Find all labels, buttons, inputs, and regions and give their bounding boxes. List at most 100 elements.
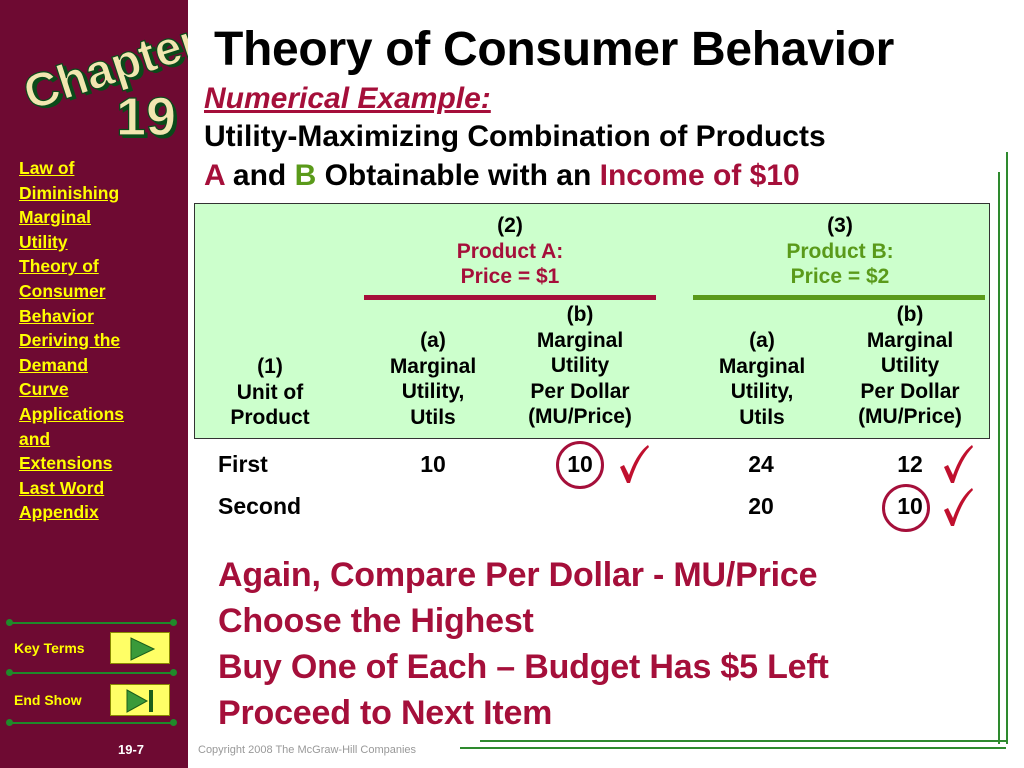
toc-link[interactable]: Extensions	[19, 453, 113, 474]
toc-link[interactable]: Demand	[19, 354, 89, 375]
toc-link[interactable]: Applications	[19, 403, 125, 424]
unit-column-header: (1) Unit of Product	[200, 354, 340, 431]
slide-title: Theory of Consumer Behavior	[214, 23, 895, 76]
explanation-notes: Again, Compare Per Dollar - MU/Price Cho…	[218, 552, 829, 736]
page-number: 19-7	[118, 742, 145, 757]
column-number: (b)	[566, 303, 594, 326]
column-label: Utils	[739, 405, 785, 429]
unit-column-number: (1)	[257, 355, 283, 378]
toc-link[interactable]: Behavior	[19, 305, 94, 326]
column-label: Utility,	[401, 380, 465, 403]
highlight-circle	[882, 484, 930, 532]
column-label: Utility,	[730, 380, 794, 403]
table-cell: 24	[748, 451, 774, 477]
play-icon	[130, 637, 156, 661]
slide-subtitle: Numerical Example:	[204, 82, 491, 115]
divider-dot	[6, 719, 13, 726]
column-label: Utility	[550, 354, 610, 377]
column-label: Per Dollar	[530, 379, 630, 403]
toc-link[interactable]: Deriving the	[19, 330, 121, 351]
chapter-19-logo: Chapter Chapter 19 19	[17, 14, 188, 150]
table-of-contents: Law of Diminishing Marginal Utility Theo…	[19, 156, 184, 525]
product-b-header: (3) Product B: Price = $2	[740, 213, 940, 290]
decorative-line	[480, 740, 1008, 742]
product-a-column-number: (2)	[497, 214, 523, 237]
product-b-mu-header: (a) Marginal Utility, Utils	[697, 328, 827, 430]
column-label: Marginal	[866, 328, 954, 352]
divider-dot	[6, 669, 13, 676]
decorative-line	[1006, 152, 1008, 744]
divider-dot	[170, 719, 177, 726]
toc-link[interactable]: Last Word	[19, 477, 105, 498]
chapter-logo-number: 19	[116, 87, 176, 147]
toc-link[interactable]: Consumer	[19, 280, 106, 301]
column-label: (MU/Price)	[528, 405, 632, 428]
heading-mid-text: Obtainable with an	[316, 159, 600, 192]
product-b-underline	[693, 295, 985, 300]
divider-dot	[170, 669, 177, 676]
table-row-label: Second	[218, 493, 302, 519]
column-label: Per Dollar	[860, 379, 960, 403]
product-b-column-number: (3)	[827, 214, 853, 237]
product-a-mu-header: (a) Marginal Utility, Utils	[368, 328, 498, 430]
table-row-label: First	[218, 451, 268, 477]
table-header-box	[194, 203, 990, 439]
note-line: Buy One of Each – Budget Has $5 Left	[218, 648, 829, 686]
income-label: Income of $10	[599, 159, 800, 192]
decorative-line	[460, 747, 1006, 749]
checkmark-icon	[620, 445, 649, 483]
toc-link[interactable]: Theory of	[19, 256, 99, 277]
checkmark-icon	[944, 445, 973, 483]
product-b-label: B	[294, 159, 317, 192]
column-label: Utils	[410, 405, 456, 429]
table-cell: 10	[420, 451, 446, 477]
note-line: Proceed to Next Item	[218, 694, 553, 732]
product-b-mu-per-dollar-header: (b) Marginal Utility Per Dollar (MU/Pric…	[835, 302, 985, 430]
column-label: Marginal	[718, 354, 806, 378]
table-cell: 12	[897, 451, 923, 477]
table-cell: 20	[748, 493, 774, 519]
chapter-logo-number-shadow: 19	[119, 90, 179, 150]
column-label: Utility	[880, 354, 940, 377]
checkmark-icon	[944, 488, 973, 526]
product-b-name: Product B:	[786, 239, 894, 263]
skip-to-end-icon	[126, 689, 153, 713]
sidebar: Chapter Chapter 19 19 Law of Diminishing…	[0, 0, 188, 768]
decorative-line	[998, 172, 1000, 744]
unit-column-label: Unit of	[236, 380, 304, 404]
column-number: (a)	[749, 329, 775, 352]
divider-dot	[6, 619, 13, 626]
divider-dot	[170, 619, 177, 626]
toc-link[interactable]: Diminishing	[19, 182, 120, 203]
product-a-underline	[364, 295, 656, 300]
product-a-name: Product A:	[456, 239, 564, 263]
sidebar-divider	[10, 672, 173, 674]
table-heading-line1: Utility-Maximizing Combination of Produc…	[204, 120, 826, 153]
product-a-header: (2) Product A: Price = $1	[410, 213, 610, 290]
toc-link[interactable]: Appendix	[19, 502, 99, 523]
heading-and-text: and	[224, 159, 295, 192]
sidebar-divider	[10, 622, 173, 624]
key-terms-link[interactable]: Key Terms	[14, 640, 85, 656]
toc-link[interactable]: Utility	[19, 231, 68, 252]
key-terms-button[interactable]	[110, 632, 170, 664]
table-heading-line2: A and B Obtainable with an Income of $10	[204, 159, 800, 193]
note-line: Choose the Highest	[218, 602, 534, 640]
toc-link[interactable]: and	[19, 428, 51, 449]
product-a-label: A	[204, 159, 225, 192]
toc-link[interactable]: Marginal	[19, 207, 91, 228]
end-show-link[interactable]: End Show	[14, 692, 82, 708]
product-b-price: Price = $2	[790, 265, 890, 288]
toc-link[interactable]: Curve	[19, 379, 69, 400]
column-label: Marginal	[536, 328, 624, 352]
column-number: (b)	[896, 303, 924, 326]
column-label: Marginal	[389, 354, 477, 378]
toc-link[interactable]: Law of	[19, 158, 75, 178]
unit-column-label: Product	[230, 406, 310, 429]
product-a-price: Price = $1	[460, 265, 560, 288]
column-label: (MU/Price)	[858, 405, 962, 428]
highlight-circle	[556, 441, 604, 489]
product-a-mu-per-dollar-header: (b) Marginal Utility Per Dollar (MU/Pric…	[505, 302, 655, 430]
sidebar-divider	[10, 722, 173, 724]
end-show-button[interactable]	[110, 684, 170, 716]
